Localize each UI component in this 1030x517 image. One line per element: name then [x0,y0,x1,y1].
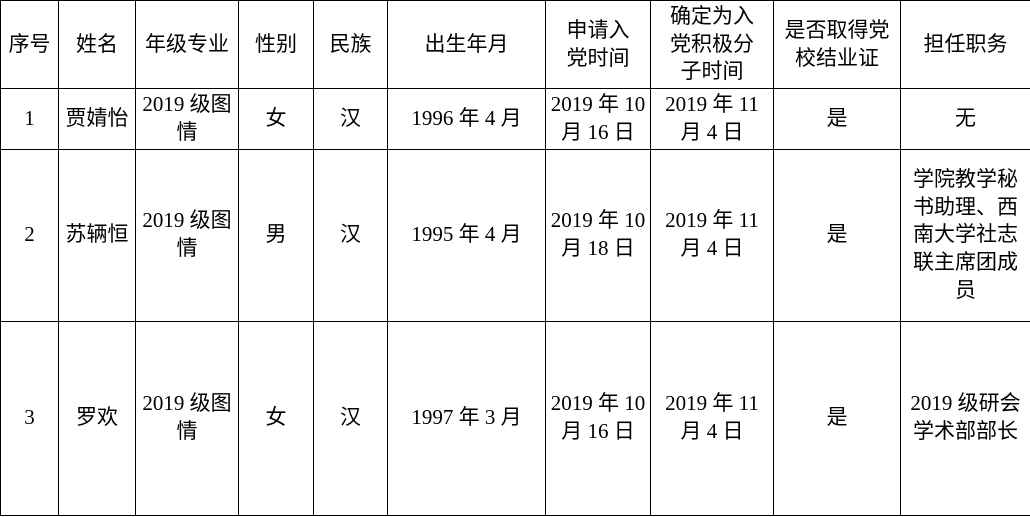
cell-apply-time: 2019 年 10 月 16 日 [545,320,651,516]
cell-activist-time: 2019 年 11 月 4 日 [650,88,774,150]
cell-gender: 男 [238,148,314,322]
header-party-school-cert: 是否取得党 校结业证 [773,0,901,90]
cell-name: 罗欢 [58,320,136,516]
header-row: 序号 姓名 年级专业 性别 民族 出生年月 申请入 党时间 确定为入 党积极分 … [0,0,1030,90]
cell-birth-date: 1997 年 3 月 [387,320,546,516]
cell-gender: 女 [238,88,314,150]
cell-gender: 女 [238,320,314,516]
header-gender: 性别 [238,0,314,90]
cell-activist-time: 2019 年 11 月 4 日 [650,320,774,516]
cell-apply-time: 2019 年 10 月 16 日 [545,88,651,150]
cell-seq: 3 [0,320,59,516]
table-row: 1 贾婧怡 2019 级图情 女 汉 1996 年 4 月 2019 年 10 … [0,88,1030,150]
cell-birth-date: 1995 年 4 月 [387,148,546,322]
table-row: 2 苏辆恒 2019 级图情 男 汉 1995 年 4 月 2019 年 10 … [0,148,1030,322]
cell-seq: 2 [0,148,59,322]
cell-party-school-cert: 是 [773,320,901,516]
cell-party-school-cert: 是 [773,148,901,322]
cell-grade-major: 2019 级图情 [135,88,239,150]
cell-ethnicity: 汉 [313,320,388,516]
cell-apply-time: 2019 年 10 月 18 日 [545,148,651,322]
header-position: 担任职务 [900,0,1030,90]
header-apply-time: 申请入 党时间 [545,0,651,90]
header-ethnicity: 民族 [313,0,388,90]
cell-position: 2019 级研会学术部部长 [900,320,1030,516]
header-activist-time: 确定为入 党积极分 子时间 [650,0,774,90]
cell-name: 贾婧怡 [58,88,136,150]
cell-activist-time: 2019 年 11 月 4 日 [650,148,774,322]
header-seq: 序号 [0,0,59,90]
cell-party-school-cert: 是 [773,88,901,150]
cell-position: 学院教学秘书助理、西南大学社志联主席团成员 [900,148,1030,322]
cell-ethnicity: 汉 [313,148,388,322]
header-grade-major: 年级专业 [135,0,239,90]
cell-name: 苏辆恒 [58,148,136,322]
table-row: 3 罗欢 2019 级图情 女 汉 1997 年 3 月 2019 年 10 月… [0,320,1030,516]
cell-grade-major: 2019 级图情 [135,320,239,516]
cell-birth-date: 1996 年 4 月 [387,88,546,150]
cell-ethnicity: 汉 [313,88,388,150]
cell-position: 无 [900,88,1030,150]
cell-grade-major: 2019 级图情 [135,148,239,322]
header-name: 姓名 [58,0,136,90]
header-birth-date: 出生年月 [387,0,546,90]
cell-seq: 1 [0,88,59,150]
